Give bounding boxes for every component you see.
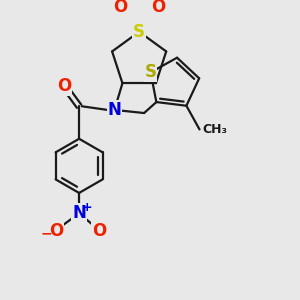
Text: S: S [145, 63, 157, 81]
Text: N: N [107, 101, 121, 119]
Text: O: O [113, 0, 127, 16]
Text: O: O [49, 222, 63, 240]
Text: S: S [133, 23, 145, 41]
Text: +: + [81, 201, 92, 214]
Text: O: O [151, 0, 165, 16]
Text: O: O [57, 77, 71, 95]
Text: CH₃: CH₃ [202, 123, 227, 136]
Text: −: − [41, 226, 52, 241]
Text: O: O [92, 222, 106, 240]
Text: N: N [72, 204, 86, 222]
